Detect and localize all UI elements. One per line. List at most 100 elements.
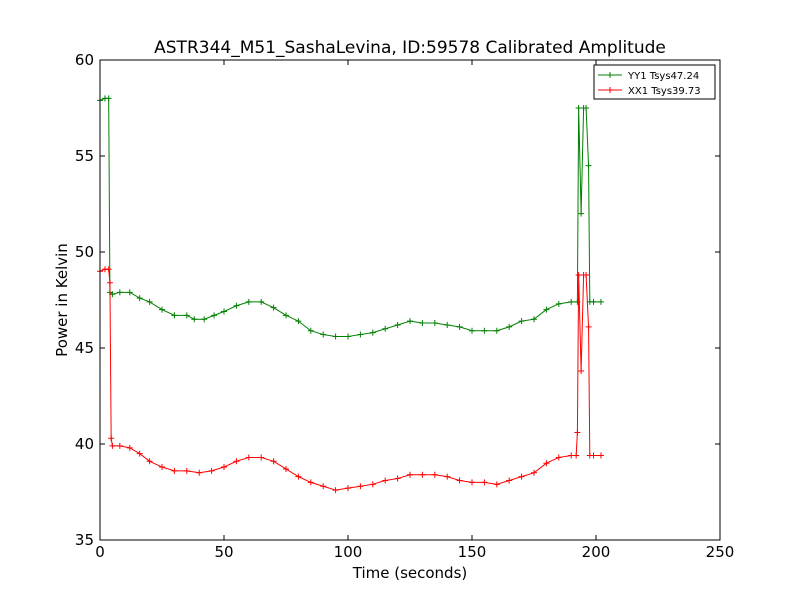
- data-point-marker: [320, 331, 327, 338]
- data-point-marker: [245, 298, 252, 305]
- data-point-marker: [295, 318, 302, 325]
- data-point-marker: [419, 471, 426, 478]
- data-point-marker: [431, 320, 438, 327]
- data-point-marker: [456, 323, 463, 330]
- data-point-marker: [105, 266, 112, 273]
- ticks-layer: 0 50 100 150 200 250 35 40 45 50 55 60: [75, 51, 734, 561]
- data-point-marker: [201, 316, 208, 323]
- data-point-marker: [531, 316, 537, 323]
- data-point-marker: [431, 471, 438, 478]
- data-point-marker: [369, 481, 376, 488]
- data-point-marker: [171, 467, 178, 474]
- data-point-marker: [543, 306, 550, 313]
- data-point-marker: [136, 450, 143, 457]
- data-point-marker: [233, 302, 240, 309]
- data-point-marker: [221, 308, 227, 315]
- data-point-marker: [159, 464, 165, 471]
- chart-title: ASTR344_M51_SashaLevina, ID:59578 Calibr…: [154, 38, 666, 58]
- data-point-marker: [597, 452, 604, 459]
- y-tick-label: 40: [75, 435, 94, 453]
- data-point-marker: [146, 458, 153, 465]
- data-point-marker: [444, 473, 451, 480]
- data-point-marker: [332, 333, 339, 340]
- data-point-marker: [307, 479, 314, 486]
- data-point-marker: [493, 481, 500, 488]
- data-point-marker: [183, 312, 190, 319]
- data-point-marker: [208, 467, 215, 474]
- series-0: [97, 95, 604, 340]
- x-tick-label: 250: [706, 543, 735, 561]
- y-tick-label: 60: [75, 51, 94, 69]
- data-point-marker: [382, 477, 389, 484]
- data-point-marker: [345, 485, 351, 492]
- legend-marker: [607, 87, 613, 93]
- data-point-marker: [585, 162, 592, 169]
- data-point-marker: [506, 477, 513, 484]
- series-line: [99, 268, 601, 491]
- data-point-marker: [394, 321, 401, 328]
- data-point-marker: [221, 464, 227, 471]
- data-point-marker: [481, 479, 488, 486]
- data-point-marker: [105, 95, 112, 102]
- data-point-marker: [116, 289, 123, 296]
- data-point-marker: [574, 429, 581, 436]
- series-1: [97, 266, 604, 494]
- data-point-marker: [568, 298, 575, 305]
- y-tick-label: 50: [75, 243, 94, 261]
- data-point-marker: [191, 316, 198, 323]
- x-tick-label: 200: [582, 543, 611, 561]
- data-point-marker: [407, 318, 413, 325]
- data-point-marker: [419, 320, 426, 327]
- x-axis-label: Time (seconds): [352, 564, 468, 582]
- data-point-marker: [126, 444, 133, 451]
- data-point-marker: [108, 435, 115, 442]
- data-point-marker: [583, 272, 590, 279]
- data-point-marker: [183, 467, 190, 474]
- data-point-marker: [531, 469, 537, 476]
- data-point-marker: [320, 483, 327, 490]
- data-point-marker: [109, 442, 116, 449]
- data-point-marker: [382, 325, 389, 332]
- data-point-marker: [506, 323, 513, 330]
- data-point-marker: [585, 323, 592, 330]
- data-point-marker: [146, 298, 153, 305]
- data-point-marker: [159, 306, 165, 313]
- data-point-marker: [573, 452, 580, 459]
- data-point-marker: [295, 473, 302, 480]
- data-point-marker: [583, 105, 590, 111]
- data-point-marker: [369, 329, 376, 336]
- x-tick-label: 50: [214, 543, 233, 561]
- data-point-marker: [307, 327, 314, 334]
- plot-frame: [99, 59, 721, 541]
- data-point-marker: [597, 298, 604, 305]
- data-point-marker: [590, 298, 597, 305]
- data-point-marker: [345, 333, 351, 340]
- data-point-marker: [456, 477, 463, 484]
- data-point-marker: [578, 368, 585, 375]
- data-point-marker: [196, 469, 203, 476]
- x-tick-label: 100: [334, 543, 363, 561]
- legend-marker: [607, 72, 613, 78]
- x-tick-label: 150: [458, 543, 487, 561]
- data-point-marker: [555, 454, 562, 461]
- data-point-marker: [211, 312, 218, 319]
- data-point-marker: [136, 295, 143, 302]
- data-point-marker: [357, 331, 364, 338]
- data-point-marker: [245, 454, 252, 461]
- legend-box: [593, 64, 716, 100]
- y-tick-label: 45: [75, 339, 94, 357]
- series-layer: [97, 95, 604, 494]
- data-point-marker: [126, 289, 133, 296]
- y-axis-label: Power in Kelvin: [53, 243, 71, 357]
- data-point-marker: [283, 465, 289, 472]
- data-point-marker: [106, 279, 113, 286]
- data-point-marker: [444, 321, 451, 328]
- data-point-marker: [283, 312, 289, 319]
- data-point-marker: [469, 479, 475, 486]
- legend-label: YY1 Tsys47.24: [627, 71, 699, 82]
- data-point-marker: [518, 473, 525, 480]
- data-point-marker: [270, 304, 277, 311]
- data-point-marker: [578, 210, 585, 217]
